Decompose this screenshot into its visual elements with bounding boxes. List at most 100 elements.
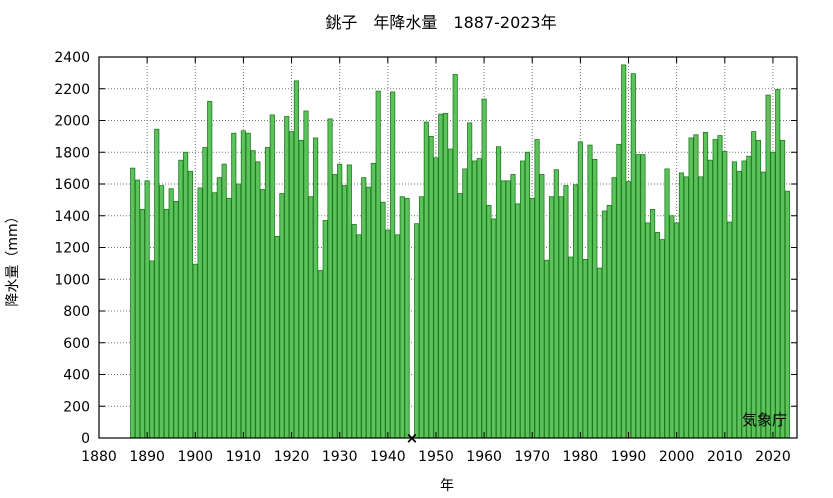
bar-1989 [621,64,627,439]
bar-1955 [457,193,463,439]
x-tick-label: 1940 [370,449,406,465]
bar-1935 [361,177,367,439]
bar-1979 [573,184,579,439]
bar-1949 [428,135,434,439]
y-tick-label: 400 [63,368,90,384]
y-tick-label: 0 [81,431,90,447]
bar-1981 [582,259,588,439]
bar-1952 [443,112,449,439]
bar-1957 [467,122,473,439]
bar-1933 [351,224,357,439]
bar-2012 [731,161,737,439]
bar-1898 [183,151,189,439]
chart-title: 銚子 年降水量 1887-2023年 [325,13,556,32]
bar-1904 [211,192,218,439]
x-tick-label: 1990 [611,449,647,465]
bar-1916 [269,114,275,439]
y-tick-label: 2400 [54,50,90,66]
bar-1890 [144,180,150,439]
bar-1947 [418,196,425,439]
bar-1938 [375,90,381,439]
bar-1930 [337,163,343,439]
x-tick-label: 2020 [755,449,791,465]
bar-1968 [520,160,526,439]
bar-1895 [168,188,174,439]
bar-1917 [274,235,280,439]
bar-1998 [664,168,670,439]
bar-1980 [577,141,583,439]
bar-1913 [255,161,261,439]
x-tick-label: 2000 [659,449,695,465]
x-tick-label: 1910 [226,449,262,465]
bar-2022 [779,139,786,439]
bar-1893 [159,185,165,439]
bar-1926 [317,270,323,439]
x-tick-label: 1960 [466,449,502,465]
bar-1976 [558,196,564,439]
bar-1974 [548,196,555,439]
bars [130,64,790,439]
bar-1936 [366,186,372,439]
bar-2023 [784,190,790,439]
bar-1941 [390,91,396,439]
bar-2010 [722,151,728,439]
bar-1971 [534,139,540,439]
bar-1902 [202,147,208,439]
y-tick-label: 200 [63,399,90,415]
bar-1892 [154,128,160,439]
bar-1950 [433,157,439,439]
y-tick-label: 1200 [54,241,90,257]
bar-1948 [423,121,429,439]
x-axis-label: 年 [440,478,454,494]
bar-1977 [563,185,569,439]
bar-1906 [221,163,227,439]
bar-1937 [370,162,376,439]
bar-1908 [231,132,237,439]
bar-1987 [611,177,617,439]
bar-1985 [601,210,608,439]
bar-1903 [207,101,213,439]
bar-1986 [606,205,612,439]
bar-1943 [399,196,405,439]
bar-2019 [765,94,771,439]
bar-1905 [216,177,222,439]
bar-1907 [226,197,232,439]
x-tick-label: 1920 [274,449,310,465]
y-tick-label: 1000 [54,272,90,288]
bar-1982 [587,144,593,439]
bar-1959 [476,158,482,439]
bar-2001 [678,172,685,439]
bar-1896 [173,201,179,439]
bar-1946 [414,223,420,439]
x-tick-label: 1930 [322,449,358,465]
bar-1953 [447,148,453,439]
bar-1934 [356,234,362,439]
bar-1940 [385,229,391,439]
bar-1999 [669,215,675,439]
bar-1969 [524,151,530,439]
bar-1923 [303,110,309,439]
bar-1984 [597,267,603,439]
bar-1921 [293,80,299,439]
x-tick-label: 1880 [81,449,117,465]
bar-1912 [250,150,256,439]
y-tick-label: 2000 [54,114,90,130]
bar-1958 [471,160,478,439]
bar-1962 [491,218,497,439]
bar-1988 [616,143,622,439]
bar-1961 [486,205,492,439]
bar-1911 [245,132,251,439]
bar-1909 [236,183,242,439]
bar-1997 [659,239,665,439]
x-tick-label: 1980 [563,449,599,465]
bar-2015 [746,155,752,439]
bar-1919 [284,116,290,439]
bar-1990 [625,181,632,439]
bar-1900 [192,263,198,439]
bar-1978 [568,256,574,439]
x-axis-ticks: 1880 1890 1900 1910 1920 1930 1940 1950 1960 1970… [81,57,791,465]
bar-1915 [264,147,271,439]
x-tick-label: 1900 [177,449,213,465]
bar-2003 [688,137,694,439]
